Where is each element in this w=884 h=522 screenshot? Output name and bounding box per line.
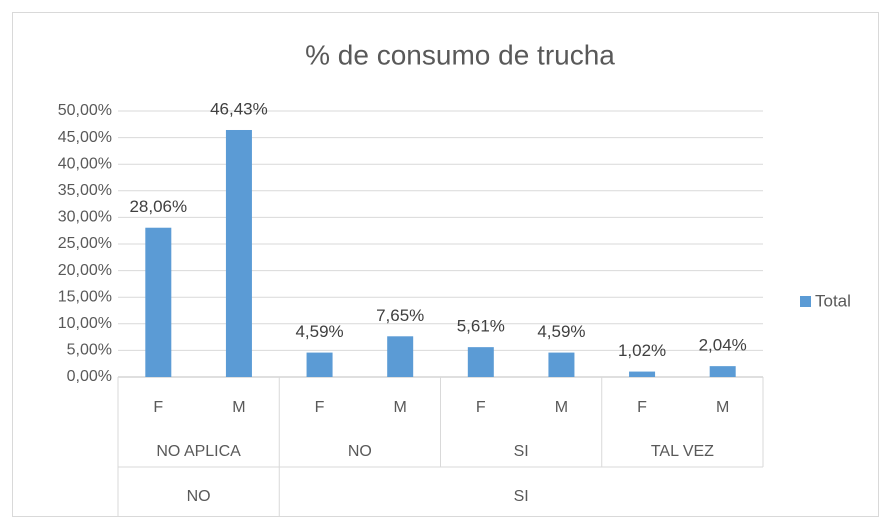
x-tick-label: F bbox=[315, 399, 325, 416]
x-tick-label: F bbox=[637, 399, 647, 416]
data-label: 28,06% bbox=[129, 197, 187, 216]
data-label: 4,59% bbox=[295, 322, 343, 341]
y-tick-label: 5,00% bbox=[67, 342, 112, 359]
y-tick-label: 45,00% bbox=[58, 129, 112, 146]
group-label: SI bbox=[514, 443, 529, 460]
chart-border bbox=[12, 12, 879, 517]
group-label: SI bbox=[514, 488, 529, 505]
x-tick-label: M bbox=[232, 399, 245, 416]
bar bbox=[145, 227, 172, 377]
x-tick-label: M bbox=[394, 399, 407, 416]
y-tick-label: 40,00% bbox=[58, 155, 112, 172]
x-tick-label: F bbox=[476, 399, 486, 416]
legend-label: Total bbox=[815, 291, 851, 310]
chart-title: % de consumo de trucha bbox=[305, 39, 615, 70]
bar bbox=[629, 371, 656, 377]
group-label: NO APLICA bbox=[156, 443, 241, 460]
data-label: 1,02% bbox=[618, 341, 666, 360]
y-tick-label: 10,00% bbox=[58, 315, 112, 332]
y-tick-label: 0,00% bbox=[67, 368, 112, 385]
group-label: NO bbox=[187, 488, 211, 505]
y-tick-label: 50,00% bbox=[58, 102, 112, 119]
bar bbox=[225, 129, 252, 377]
data-label: 5,61% bbox=[457, 317, 505, 336]
x-tick-label: M bbox=[716, 399, 729, 416]
data-label: 4,59% bbox=[537, 322, 585, 341]
bar bbox=[306, 352, 333, 377]
group-label: NO bbox=[348, 443, 372, 460]
y-tick-label: 35,00% bbox=[58, 182, 112, 199]
bar bbox=[467, 347, 494, 377]
legend-swatch bbox=[800, 296, 811, 307]
x-tick-label: M bbox=[555, 399, 568, 416]
y-tick-label: 30,00% bbox=[58, 209, 112, 226]
data-label: 7,65% bbox=[376, 306, 424, 325]
y-tick-label: 25,00% bbox=[58, 235, 112, 252]
data-label: 2,04% bbox=[699, 336, 747, 355]
x-tick-label: F bbox=[153, 399, 163, 416]
bar bbox=[548, 352, 575, 377]
bar bbox=[709, 366, 736, 377]
bar bbox=[387, 336, 414, 377]
group-label: TAL VEZ bbox=[651, 443, 714, 460]
y-tick-label: 15,00% bbox=[58, 288, 112, 305]
y-tick-label: 20,00% bbox=[58, 262, 112, 279]
data-label: 46,43% bbox=[210, 99, 268, 118]
